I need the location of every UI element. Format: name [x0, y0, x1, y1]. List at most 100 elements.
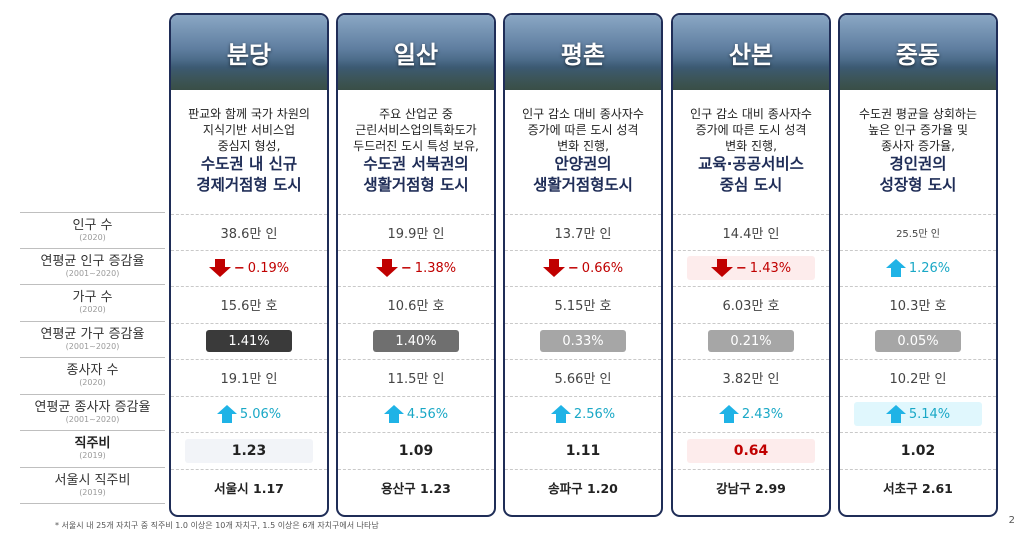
desc-highlight: 생활거점형도시 — [533, 176, 633, 194]
city-photo: 분당 — [171, 15, 327, 90]
seoul-ratio-value: 용산구 1.23 — [381, 481, 451, 497]
row-label-seoul-ratio: 서울시 직주비 (2019) — [20, 468, 165, 504]
desc-line: 두드러진 도시 특성 보유, — [353, 139, 479, 153]
desc-line: 증가에 따른 도시 성격 — [527, 123, 639, 137]
city-name: 분당 — [226, 41, 272, 69]
hh-rate-cell: 1.41% — [171, 324, 327, 360]
row-labels: 인구 수 (2020) 연평균 인구 증감율 (2001~2020) 가구 수 … — [20, 212, 165, 504]
city-card-jungdong: 중동 수도권 평균을 상회하는 높은 인구 증가율 및 종사자 증가율, 경인권… — [838, 13, 998, 517]
row-label-population: 인구 수 (2020) — [20, 212, 165, 249]
city-description: 판교와 함께 국가 차원의 지식기반 서비스업 중심지 형성, 수도권 내 신규… — [171, 90, 327, 212]
hh-rate-cell: 0.05% — [840, 324, 996, 360]
footnote: * 서울시 내 25개 자치구 중 직주비 1.0 이상은 10개 자치구, 1… — [55, 521, 379, 530]
desc-line: 높은 인구 증가율 및 — [868, 123, 968, 137]
population-cell: 38.6만 인 — [171, 214, 327, 251]
city-description: 인구 감소 대비 종사자수 증가에 따른 도시 성격 변화 진행, 교육·공공서… — [673, 90, 829, 212]
seoul-ratio-cell: 서울시 1.17 — [171, 470, 327, 507]
row-label-main: 인구 수 — [72, 217, 113, 233]
ratio-cell: 1.11 — [505, 433, 661, 470]
city-stats: 13.7만 인 −0.66% 5.15만 호 0.33% 5.66만 인 2.5… — [505, 214, 661, 506]
row-label-main: 연평균 인구 증감율 — [40, 253, 145, 269]
city-name: 산본 — [728, 41, 774, 69]
seoul-ratio-cell: 강남구 2.99 — [673, 470, 829, 507]
desc-highlight: 수도권 내 신규 — [200, 155, 298, 173]
workers-rate-cell: 5.06% — [171, 397, 327, 433]
population-cell: 14.4만 인 — [673, 214, 829, 251]
row-label-workers: 종사자 수 (2020) — [20, 358, 165, 395]
desc-highlight: 경인권의 — [889, 155, 947, 173]
desc-line: 종사자 증가율, — [881, 139, 955, 153]
desc-line: 판교와 함께 국가 차원의 — [188, 107, 310, 121]
city-stats: 19.9만 인 −1.38% 10.6만 호 1.40% 11.5만 인 4.5… — [338, 214, 494, 506]
desc-highlight: 안양권의 — [554, 155, 612, 173]
seoul-ratio-value: 강남구 2.99 — [716, 481, 786, 497]
workers-rate-value: 4.56% — [406, 406, 449, 422]
city-photo: 중동 — [840, 15, 996, 90]
workers-rate: 5.06% — [216, 405, 281, 424]
city-photo: 일산 — [338, 15, 494, 90]
row-label-sub: (2020) — [79, 378, 106, 388]
row-label-workers-rate: 연평균 종사자 증감율 (2001~2020) — [20, 395, 165, 431]
pop-rate-highlight: −1.43% — [687, 256, 815, 281]
ratio-value: 0.64 — [733, 442, 769, 459]
ratio-cell: 0.64 — [673, 433, 829, 470]
seoul-ratio-cell: 용산구 1.23 — [338, 470, 494, 507]
hh-rate-box: 0.05% — [875, 330, 961, 353]
seoul-ratio-value: 서울시 1.17 — [214, 481, 284, 497]
population-cell: 25.5만 인 — [840, 214, 996, 251]
households-cell: 15.6만 호 — [171, 287, 327, 324]
workers-cell: 10.2만 인 — [840, 360, 996, 397]
up-arrow-icon — [383, 405, 404, 424]
workers-cell: 5.66만 인 — [505, 360, 661, 397]
up-arrow-icon — [885, 259, 906, 278]
pop-rate-value: 1.38% — [414, 260, 457, 276]
population-cell: 19.9만 인 — [338, 214, 494, 251]
pop-rate: −1.43% — [710, 259, 791, 278]
desc-line: 인구 감소 대비 종사자수 — [522, 107, 644, 121]
pop-rate-cell: −1.38% — [338, 251, 494, 287]
workers-rate-value: 2.56% — [573, 406, 616, 422]
city-description: 수도권 평균을 상회하는 높은 인구 증가율 및 종사자 증가율, 경인권의 성… — [840, 90, 996, 212]
hh-rate-box: 1.40% — [373, 330, 459, 353]
row-label-hh-rate: 연평균 가구 증감율 (2001~2020) — [20, 322, 165, 358]
hh-rate-cell: 1.40% — [338, 324, 494, 360]
workers-cell: 3.82만 인 — [673, 360, 829, 397]
hh-rate-box: 0.21% — [708, 330, 794, 353]
city-photo: 평촌 — [505, 15, 661, 90]
workers-rate-value: 5.14% — [908, 406, 951, 422]
seoul-ratio-cell: 서초구 2.61 — [840, 470, 996, 507]
pop-rate-cell: −1.43% — [673, 251, 829, 287]
city-description: 주요 산업군 중 근린서비스업의특화도가 두드러진 도시 특성 보유, 수도권 … — [338, 90, 494, 212]
ratio-value: 1.11 — [565, 442, 601, 459]
city-card-pyeongchon: 평촌 인구 감소 대비 종사자수 증가에 따른 도시 성격 변화 진행, 안양권… — [503, 13, 663, 517]
seoul-ratio-value: 서초구 2.61 — [883, 481, 953, 497]
population-cell: 13.7만 인 — [505, 214, 661, 251]
city-description: 인구 감소 대비 종사자수 증가에 따른 도시 성격 변화 진행, 안양권의 생… — [505, 90, 661, 212]
pop-rate-cell: 1.26% — [840, 251, 996, 287]
workers-rate-cell: 2.56% — [505, 397, 661, 433]
desc-line: 변화 진행, — [725, 139, 777, 153]
ratio-value: 1.23 — [231, 442, 267, 459]
down-arrow-icon — [375, 259, 398, 278]
city-stats: 38.6만 인 −0.19% 15.6만 호 1.41% 19.1만 인 5.0… — [171, 214, 327, 506]
pop-rate: 1.26% — [885, 259, 950, 278]
up-arrow-icon — [216, 405, 237, 424]
hh-rate-cell: 0.21% — [673, 324, 829, 360]
ratio-cell: 1.23 — [171, 433, 327, 470]
households-cell: 10.3만 호 — [840, 287, 996, 324]
households-cell: 5.15만 호 — [505, 287, 661, 324]
workers-rate: 2.56% — [550, 405, 616, 424]
workers-rate: 5.14% — [885, 405, 951, 424]
up-arrow-icon — [550, 405, 571, 424]
seoul-ratio-value: 송파구 1.20 — [548, 481, 618, 497]
ratio-highlight: 1.23 — [185, 438, 313, 463]
workers-rate-cell: 4.56% — [338, 397, 494, 433]
workers-rate: 2.43% — [718, 405, 783, 424]
city-card-sanbon: 산본 인구 감소 대비 종사자수 증가에 따른 도시 성격 변화 진행, 교육·… — [671, 13, 831, 517]
desc-highlight: 생활거점형 도시 — [363, 176, 469, 194]
desc-line: 수도권 평균을 상회하는 — [858, 107, 978, 121]
city-stats: 14.4만 인 −1.43% 6.03만 호 0.21% 3.82만 인 2.4… — [673, 214, 829, 506]
desc-highlight: 중심 도시 — [719, 176, 783, 194]
minus-icon: − — [567, 260, 579, 276]
desc-line: 중심지 형성, — [217, 139, 281, 153]
